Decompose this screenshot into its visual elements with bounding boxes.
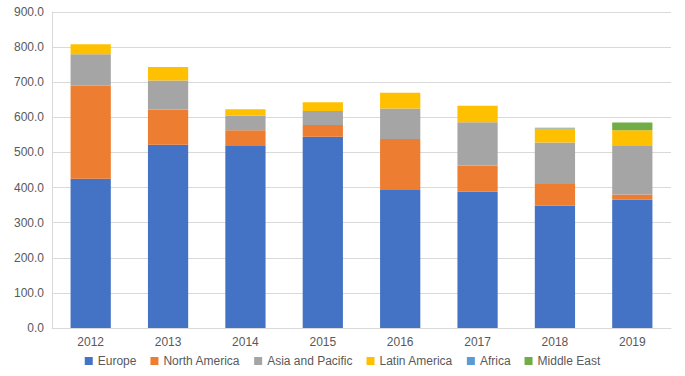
svg-text:Africa: Africa [480,354,511,368]
svg-text:Latin America: Latin America [380,354,453,368]
svg-text:2019: 2019 [619,335,646,349]
svg-text:300.0: 300.0 [14,216,44,230]
svg-text:400.0: 400.0 [14,181,44,195]
svg-text:Middle East: Middle East [538,354,601,368]
svg-text:2017: 2017 [464,335,491,349]
svg-text:800.0: 800.0 [14,40,44,54]
svg-text:2013: 2013 [155,335,182,349]
svg-text:700.0: 700.0 [14,75,44,89]
svg-text:600.0: 600.0 [14,110,44,124]
svg-text:100.0: 100.0 [14,286,44,300]
svg-text:2018: 2018 [542,335,569,349]
svg-text:500.0: 500.0 [14,145,44,159]
svg-text:North America: North America [163,354,239,368]
svg-text:900.0: 900.0 [14,5,44,19]
svg-text:200.0: 200.0 [14,251,44,265]
svg-text:2015: 2015 [309,335,336,349]
svg-text:2014: 2014 [232,335,259,349]
svg-text:0.0: 0.0 [27,321,44,335]
svg-text:Asia and Pacific: Asia and Pacific [267,354,352,368]
svg-text:Europe: Europe [98,354,137,368]
svg-text:2012: 2012 [77,335,104,349]
svg-text:2016: 2016 [387,335,414,349]
